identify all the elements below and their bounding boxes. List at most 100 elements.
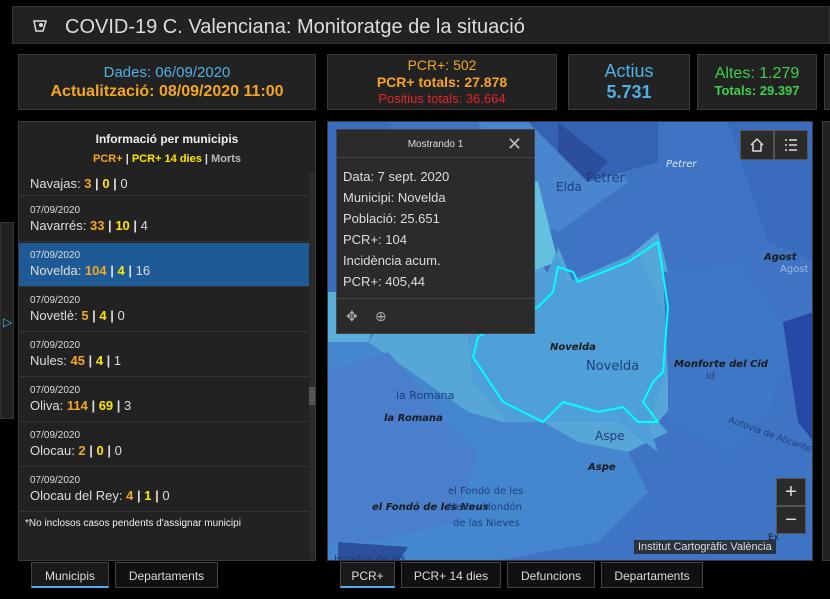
- pan-icon[interactable]: ✥: [346, 308, 358, 324]
- item-pcr14: 4: [95, 353, 104, 368]
- item-sep: |: [84, 353, 96, 368]
- map-attribution: Institut Cartogràfic València: [634, 540, 776, 554]
- dates-box: Dades: 06/09/2020 Actualització: 08/09/2…: [18, 54, 316, 110]
- expand-arrow-icon[interactable]: ▷: [3, 315, 13, 329]
- actius-value: 5.731: [606, 82, 652, 102]
- map-label: el Fondó de les Neus: [372, 501, 489, 513]
- dades-label: Dades: 06/09/2020: [103, 64, 231, 81]
- item-name: Oliva:: [30, 398, 67, 413]
- popup-line: Data: 7 sept. 2020: [343, 169, 450, 184]
- home-button[interactable]: [740, 130, 774, 160]
- item-morts: 16: [135, 263, 151, 278]
- map-canvas[interactable]: Elda Petrer Petrer Agost Agost Novelda N…: [328, 122, 813, 561]
- item-sep: |: [88, 308, 100, 323]
- side-expand-tab[interactable]: ▷: [0, 222, 14, 419]
- app-title: COVID-19 C. Valenciana: Monitoratge de l…: [65, 16, 525, 38]
- item-sep: |: [133, 488, 145, 503]
- list-item[interactable]: 07/09/2020 Oliva: 114 | 69 | 3: [19, 378, 309, 422]
- item-pcr14: 4: [99, 308, 107, 323]
- map-label: de las Nieves: [453, 518, 520, 529]
- item-morts: 0: [120, 176, 128, 191]
- item-pcr: 2: [78, 443, 86, 458]
- list-item[interactable]: 07/09/2020 Olocau: 2 | 0 | 0: [19, 423, 309, 467]
- list-item[interactable]: Navajas: 3 | 0 | 0: [19, 170, 309, 196]
- pcr-new: PCR+: 502: [407, 57, 477, 73]
- zoom-in-button[interactable]: +: [776, 478, 806, 506]
- list-item[interactable]: 07/09/2020 Novetlè: 5 | 4 | 0: [19, 288, 309, 332]
- legend-sep: |: [201, 153, 212, 165]
- pcr-box: PCR+: 502 PCR+ totals: 27.878 Positius t…: [327, 54, 557, 110]
- positius-total: Positius totals: 36.664: [378, 91, 506, 106]
- item-sep: |: [103, 443, 115, 458]
- close-icon[interactable]: ✕: [506, 134, 522, 154]
- map-label: Ex: [768, 533, 780, 543]
- map-label: la Romana: [396, 389, 454, 402]
- item-pcr14: 69: [98, 398, 114, 413]
- item-pcr: 114: [66, 398, 88, 413]
- legend-list-button[interactable]: [774, 130, 808, 160]
- map-label: Petrer: [586, 171, 626, 186]
- item-pcr: 33: [89, 218, 105, 233]
- item-sep: |: [103, 353, 114, 368]
- list-footnote: *No inclosos casos pendents d'assignar m…: [25, 518, 241, 529]
- map-label: Hondón de los: [334, 553, 406, 561]
- item-line: Navajas: 3 | 0 | 0: [30, 176, 309, 191]
- map-label: Neus - Hondón: [448, 501, 522, 513]
- altes-box: Altes: 1.279 Totals: 29.397: [697, 54, 817, 110]
- item-sep: |: [113, 398, 125, 413]
- tab-pcr-14[interactable]: PCR+ 14 dies: [401, 562, 501, 588]
- tab-defuncions[interactable]: Defuncions: [507, 562, 595, 588]
- item-sep: |: [109, 176, 121, 191]
- popup-line: PCR+: 405,44: [343, 274, 426, 289]
- map-view[interactable]: Elda Petrer Petrer Agost Agost Novelda N…: [327, 121, 813, 561]
- item-date: 07/09/2020: [30, 250, 81, 261]
- item-sep: |: [124, 263, 136, 278]
- map-label: id: [706, 371, 715, 382]
- tab-municipis[interactable]: Municipis: [31, 562, 109, 588]
- zoom-out-button[interactable]: −: [776, 506, 806, 534]
- item-morts: 3: [124, 398, 132, 413]
- item-pcr: 5: [81, 308, 89, 323]
- tab-departaments-list[interactable]: Departaments: [115, 562, 218, 588]
- item-sep: |: [129, 218, 141, 233]
- item-sep: |: [106, 308, 118, 323]
- map-label: el Fondó de les: [448, 485, 523, 497]
- title-bar: COVID-19 C. Valenciana: Monitoratge de l…: [12, 6, 830, 44]
- item-sep: |: [91, 176, 103, 191]
- list-item[interactable]: 07/09/2020 Nules: 45 | 4 | 1: [19, 333, 309, 377]
- item-name: Navarrés:: [30, 218, 90, 233]
- popup-tools: ✥ ⊕: [337, 298, 534, 334]
- list-heading: Informació per municipis: [95, 132, 239, 146]
- list-item[interactable]: 07/09/2020 Novelda: 104 | 4 | 16: [19, 243, 309, 287]
- item-morts: 0: [162, 488, 170, 503]
- item-date: 07/09/2020: [30, 475, 81, 486]
- map-label: Petrer: [666, 159, 697, 170]
- home-icon[interactable]: [749, 137, 765, 153]
- item-pcr14: 0: [96, 443, 104, 458]
- list-scroll-thumb[interactable]: [309, 387, 315, 405]
- pcr-total: PCR+ totals: 27.878: [376, 74, 508, 90]
- feature-popup: Mostrando 1 ✕ Data: 7 sept. 2020 Municip…: [336, 129, 535, 334]
- map-label: Elda: [556, 180, 582, 194]
- list-item[interactable]: 07/09/2020 Navarrés: 33 | 10 | 4: [19, 198, 309, 242]
- item-sep: |: [85, 443, 97, 458]
- zoom-to-icon[interactable]: ⊕: [375, 308, 387, 324]
- item-morts: 0: [117, 308, 125, 323]
- list-scrollbar[interactable]: [309, 172, 315, 558]
- tab-pcr[interactable]: PCR+: [340, 562, 395, 588]
- item-date: 07/09/2020: [30, 430, 81, 441]
- item-name: Navajas:: [30, 176, 85, 191]
- tab-departaments-map[interactable]: Departaments: [601, 562, 703, 588]
- popup-line: Incidència acum.: [343, 253, 441, 268]
- legend-pcr14: PCR+ 14 dies: [131, 153, 202, 165]
- item-name: Nules:: [30, 353, 71, 368]
- list-icon[interactable]: [783, 137, 799, 153]
- legend-pcr: PCR+: [92, 153, 123, 165]
- municipality-list-panel: Informació per municipis PCR+ | PCR+ 14 …: [18, 121, 316, 561]
- list-item[interactable]: 07/09/2020 Olocau del Rey: 4 | 1 | 0: [19, 468, 309, 512]
- item-pcr: 4: [126, 488, 134, 503]
- item-sep: |: [87, 398, 99, 413]
- item-pcr14: 4: [117, 263, 125, 278]
- item-pcr14: 1: [144, 488, 152, 503]
- item-pcr: 45: [70, 353, 85, 368]
